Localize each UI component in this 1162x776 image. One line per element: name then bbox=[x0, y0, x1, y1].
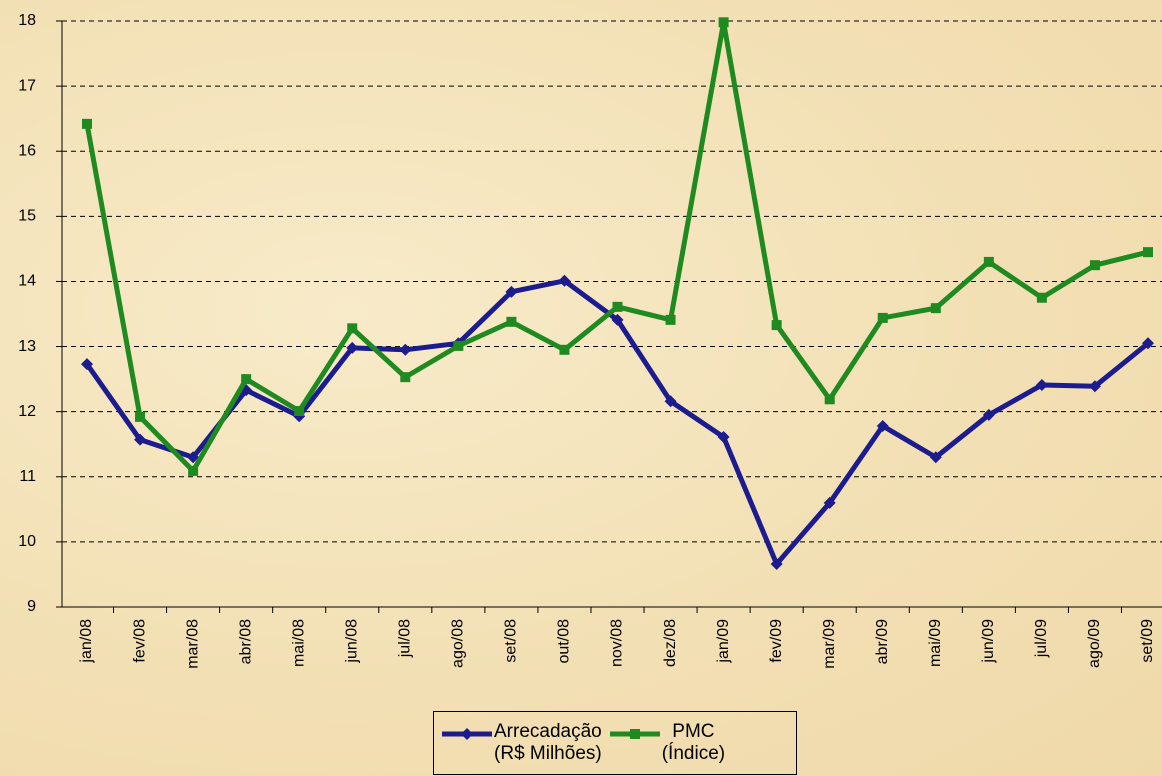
x-tick-label: jun/09 bbox=[980, 619, 997, 664]
y-tick-label: 9 bbox=[27, 598, 36, 615]
y-tick-label: 11 bbox=[19, 468, 36, 485]
legend-item: PMC (Índice) bbox=[608, 721, 725, 765]
y-tick-label: 10 bbox=[18, 533, 36, 550]
marker bbox=[629, 729, 640, 739]
x-tick-label: abr/09 bbox=[874, 619, 891, 664]
marker bbox=[612, 301, 623, 312]
marker bbox=[1088, 380, 1101, 393]
marker bbox=[461, 728, 473, 740]
y-tick-label: 15 bbox=[18, 208, 36, 225]
marker bbox=[188, 465, 199, 476]
marker bbox=[453, 340, 464, 351]
x-tick-label: jul/09 bbox=[1033, 619, 1050, 658]
y-tick-label: 16 bbox=[18, 142, 36, 159]
legend-icon bbox=[609, 729, 660, 739]
x-tick-label: jul/08 bbox=[397, 619, 414, 658]
marker bbox=[241, 374, 252, 385]
marker bbox=[347, 323, 358, 334]
marker bbox=[1143, 247, 1153, 258]
chart: 9 10 11 12 13 14 15 16 17 18 jan/08 fev/08 mar/08 abr… bbox=[18, 12, 1162, 669]
x-tick-label: dez/08 bbox=[662, 619, 679, 667]
marker bbox=[506, 316, 517, 327]
x-tick-label: jan/08 bbox=[78, 619, 95, 664]
marker bbox=[876, 419, 889, 432]
y-tick-label: 12 bbox=[18, 403, 36, 420]
marker bbox=[294, 406, 305, 417]
marker bbox=[771, 320, 782, 331]
y-tick-label: 18 bbox=[18, 12, 36, 29]
marker bbox=[929, 451, 942, 464]
x-tick-label: set/08 bbox=[503, 619, 520, 663]
marker bbox=[82, 118, 92, 129]
x-tick-label: ago/09 bbox=[1086, 619, 1103, 668]
marker bbox=[81, 358, 93, 371]
x-tick-label: jun/08 bbox=[343, 619, 360, 664]
x-tick-label: mai/09 bbox=[927, 619, 944, 667]
x-tick-label: mai/08 bbox=[290, 619, 307, 667]
marker bbox=[930, 303, 941, 314]
marker bbox=[558, 274, 571, 287]
marker bbox=[1036, 292, 1047, 303]
x-tick-label: jan/09 bbox=[715, 619, 732, 664]
x-tick-label: mar/09 bbox=[821, 619, 838, 669]
x-tick-label: nov/08 bbox=[609, 619, 626, 667]
marker bbox=[135, 411, 146, 422]
legend-item: Arrecadação (R$ Milhões) bbox=[440, 721, 602, 765]
marker bbox=[824, 394, 835, 405]
legend: Arrecadação (R$ Milhões) PMC (Índice) bbox=[433, 711, 797, 775]
marker bbox=[823, 496, 836, 509]
x-tick-label: ago/08 bbox=[450, 619, 467, 668]
x-tick-label: mar/08 bbox=[184, 619, 201, 669]
marker bbox=[1089, 260, 1100, 271]
marker bbox=[611, 313, 624, 326]
marker bbox=[559, 344, 570, 355]
x-tick-label: set/09 bbox=[1139, 619, 1156, 663]
marker bbox=[983, 256, 994, 267]
marker bbox=[664, 395, 677, 408]
marker bbox=[399, 343, 412, 356]
x-tick-label: fev/08 bbox=[131, 619, 148, 663]
legend-label: Arrecadação (R$ Milhões) bbox=[494, 721, 602, 764]
marker bbox=[718, 17, 729, 28]
marker bbox=[877, 312, 888, 323]
y-tick-label: 14 bbox=[18, 273, 36, 290]
marker bbox=[134, 433, 147, 446]
marker bbox=[770, 558, 783, 571]
marker bbox=[982, 408, 995, 421]
x-tick-label: fev/09 bbox=[768, 619, 785, 663]
series-line bbox=[84, 19, 1149, 474]
marker bbox=[665, 314, 676, 325]
legend-icon bbox=[442, 728, 492, 740]
marker bbox=[187, 451, 200, 464]
marker bbox=[346, 341, 359, 354]
marker bbox=[400, 372, 411, 383]
y-tick-label: 13 bbox=[18, 338, 36, 355]
x-tick-label: out/08 bbox=[556, 619, 573, 664]
x-tick-label: abr/08 bbox=[237, 619, 254, 664]
marker bbox=[1035, 378, 1048, 391]
marker bbox=[1142, 337, 1154, 350]
y-tick-label: 17 bbox=[18, 77, 36, 94]
marker bbox=[505, 285, 518, 298]
marker bbox=[717, 431, 730, 444]
legend-label: PMC (Índice) bbox=[661, 721, 726, 764]
